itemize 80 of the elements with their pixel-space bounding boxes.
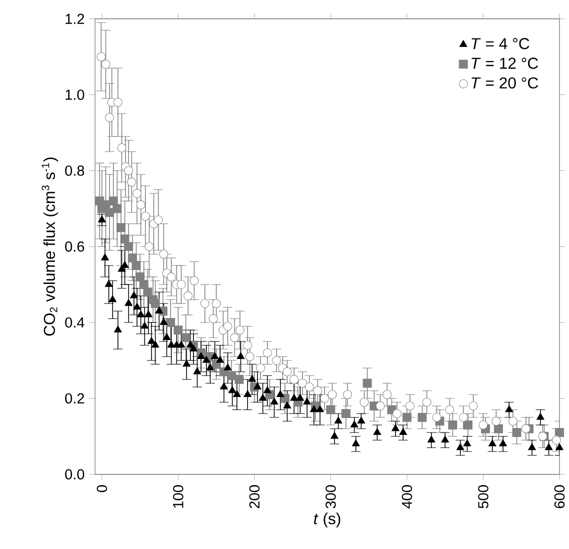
point bbox=[166, 272, 176, 282]
x-tick-label: 300 bbox=[326, 485, 336, 508]
point bbox=[494, 424, 503, 434]
point bbox=[406, 402, 414, 411]
point bbox=[181, 333, 190, 342]
y-tick-label: 0.8 bbox=[65, 166, 84, 176]
y-tick-label: 0.0 bbox=[65, 469, 84, 480]
point bbox=[448, 420, 458, 430]
point bbox=[468, 402, 478, 411]
y-tick-label: 1.2 bbox=[66, 14, 84, 24]
x-tick-label: 600 bbox=[554, 485, 565, 508]
point bbox=[159, 250, 168, 259]
point bbox=[508, 416, 518, 426]
point bbox=[113, 98, 122, 108]
point bbox=[304, 382, 314, 392]
y-tick-label: 1.0 bbox=[66, 90, 84, 100]
x-tick-label: 500 bbox=[478, 485, 488, 508]
point bbox=[422, 398, 432, 407]
point bbox=[150, 299, 160, 308]
point bbox=[166, 318, 176, 328]
point bbox=[402, 413, 412, 422]
point bbox=[326, 406, 336, 414]
point bbox=[492, 416, 501, 426]
point bbox=[512, 428, 522, 438]
x-tick-label: 100 bbox=[173, 485, 184, 508]
point bbox=[234, 375, 244, 384]
point bbox=[245, 352, 254, 362]
point bbox=[341, 409, 350, 418]
point bbox=[136, 200, 146, 210]
point bbox=[124, 242, 134, 252]
point bbox=[200, 299, 210, 308]
x-tick-label: 0 bbox=[96, 485, 108, 492]
point bbox=[105, 113, 114, 122]
point bbox=[382, 390, 392, 400]
x-tick-label: 400 bbox=[402, 485, 412, 509]
y-tick-label: 0.6 bbox=[65, 242, 84, 252]
point bbox=[362, 378, 372, 388]
point bbox=[132, 189, 142, 198]
point bbox=[101, 60, 110, 70]
point bbox=[243, 340, 252, 350]
point bbox=[223, 322, 232, 331]
point bbox=[176, 280, 186, 290]
point bbox=[282, 368, 292, 377]
point bbox=[132, 261, 141, 270]
point bbox=[105, 208, 114, 218]
point bbox=[112, 204, 122, 214]
point bbox=[445, 406, 454, 414]
point bbox=[392, 409, 402, 418]
x-axis-title: t (s) bbox=[314, 512, 340, 528]
legend-label: T = 20 °C bbox=[472, 78, 538, 89]
point bbox=[96, 52, 106, 62]
point bbox=[116, 223, 126, 232]
y-tick-label: 0.2 bbox=[65, 393, 84, 404]
point bbox=[478, 420, 488, 430]
point bbox=[554, 428, 564, 438]
point bbox=[174, 326, 183, 335]
y-tick-label: 0.4 bbox=[65, 318, 84, 328]
point bbox=[212, 299, 221, 308]
point bbox=[124, 166, 134, 176]
point bbox=[521, 424, 530, 434]
point bbox=[418, 413, 427, 422]
y-axis-title: CO$_{2}$ volume flux (cm$^{3}$ s$^{-1}$) bbox=[42, 158, 58, 336]
legend-label: T = 12 °C bbox=[472, 58, 538, 70]
point bbox=[190, 276, 199, 286]
point bbox=[328, 390, 337, 400]
point bbox=[144, 242, 154, 252]
point bbox=[376, 402, 385, 411]
point bbox=[127, 178, 136, 187]
x-tick-label: 200 bbox=[249, 485, 260, 508]
legend-label: T = 4 °C bbox=[472, 38, 530, 50]
point bbox=[140, 212, 150, 221]
point bbox=[208, 314, 218, 324]
point bbox=[117, 144, 126, 153]
point bbox=[298, 378, 307, 388]
point bbox=[432, 413, 442, 422]
point bbox=[552, 436, 561, 445]
point bbox=[154, 216, 163, 225]
point bbox=[313, 386, 322, 396]
point bbox=[463, 420, 472, 430]
point bbox=[360, 398, 369, 407]
